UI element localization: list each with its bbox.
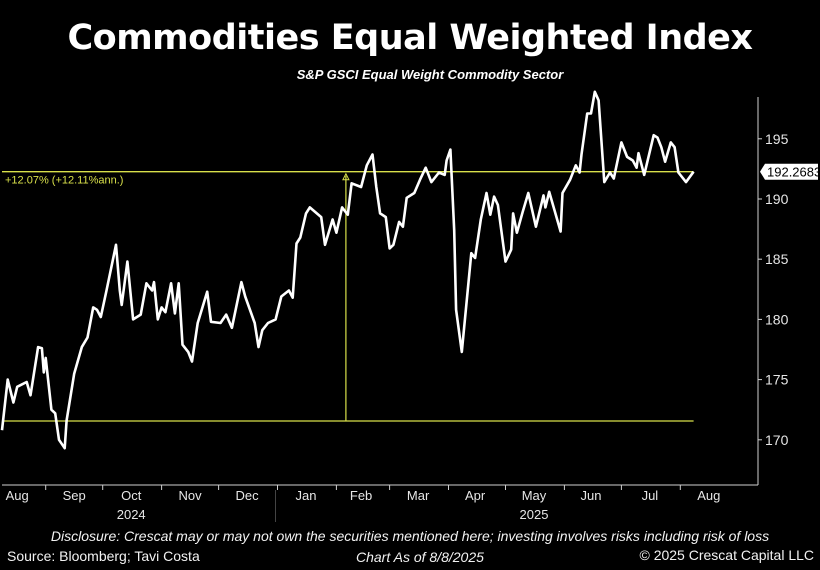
copyright-text: © 2025 Crescat Capital LLC [639,547,814,563]
axes [2,97,762,522]
last-value-badge [760,163,818,180]
x-tick-label: Feb [350,488,372,503]
y-tick-label: 195 [765,131,789,147]
y-tick-label: 190 [765,191,789,207]
x-tick-label: Sep [63,488,86,503]
x-year-label: 2024 [117,507,146,522]
x-year-label: 2025 [520,507,549,522]
change-marker-arrow-icon [342,172,350,181]
x-tick-label: Apr [465,488,486,503]
y-tick-label: 185 [765,251,789,267]
last-value-label: 192.2683 [767,165,820,180]
change-annotation: +12.07% (+12.11%ann.) [5,175,123,187]
y-tick-label: 175 [765,372,789,388]
labels: 170 175 180 185 190 195 Aug Sep Oct Nov Dec Jan Feb M… [5,131,820,522]
as-of-text: Chart As of 8/8/2025 [356,549,484,565]
x-tick-label: Aug [697,488,720,503]
x-tick-label: Jun [581,488,602,503]
series [0,90,695,450]
chart-title: Commodities Equal Weighted Index [67,18,753,58]
x-tick-label: Aug [6,488,29,503]
disclosure-text: Disclosure: Crescat may or may not own t… [50,528,770,544]
x-tick-label: Oct [121,488,142,503]
x-tick-label: May [522,488,547,503]
x-tick-label: Nov [179,488,203,503]
x-tick-label: Mar [407,488,430,503]
y-tick-label: 180 [765,311,789,327]
y-tick-label: 170 [765,432,789,448]
x-tick-label: Jul [642,488,659,503]
source-text: Source: Bloomberg; Tavi Costa [7,548,200,564]
index-line [0,90,695,450]
x-tick-label: Jan [296,488,317,503]
x-tick-label: Dec [236,488,260,503]
chart-subtitle: S&P GSCI Equal Weight Commodity Sector [296,67,564,82]
